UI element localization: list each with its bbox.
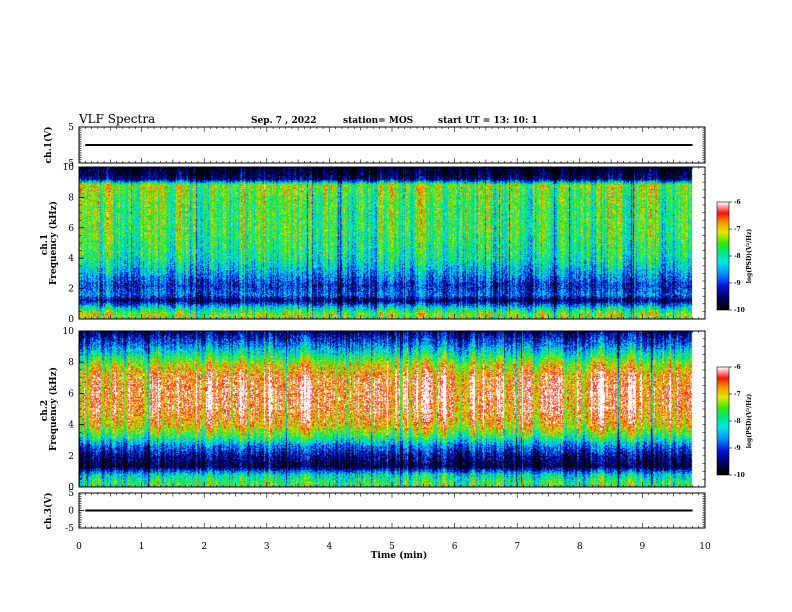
ch1-ylabel-frequency: Frequency (kHz) xyxy=(48,201,59,285)
time-axis-label: Time (min) xyxy=(371,550,428,561)
ch2-cbtick-label: -8 xyxy=(734,418,741,425)
time-tick-label: 9 xyxy=(640,542,646,552)
ch1-spectrogram-image xyxy=(79,167,705,319)
ch1-colorbar xyxy=(717,202,729,310)
ch3-voltage-panel: 5 0 -5 ch.3(V) xyxy=(43,489,706,534)
ch2-cbtick-label: -6 xyxy=(734,364,741,371)
time-axis-ticks: 0 1 2 3 4 5 6 7 8 9 10 xyxy=(76,127,711,552)
time-tick-label: 6 xyxy=(452,542,458,552)
date-label: Sep. 7 , 2022 xyxy=(251,116,317,126)
time-tick-label: 0 xyxy=(76,542,82,552)
ch1-yticks: 5 -5 xyxy=(65,123,705,169)
ch2-colorbar-ticks: -6 -7 -8 -9 -10 xyxy=(729,364,745,479)
ch3-yticks: 5 0 -5 xyxy=(65,489,705,534)
time-tick-label: 2 xyxy=(201,542,207,552)
ch1-ytick-label: -5 xyxy=(65,159,74,169)
ch1-frequency-ticks: 0 2 4 6 8 10 xyxy=(63,163,705,325)
ch1-spec-ytick-label: 2 xyxy=(68,285,74,295)
ch1-frequency-ylabel: ch.1 Frequency (kHz) xyxy=(40,201,59,285)
ch2-ylabel-channel: ch.2 xyxy=(40,400,50,421)
ch1-voltage-panel: 5 -5 ch.1(V) xyxy=(43,123,706,169)
ch1-colorbar-label: log(PSD)(V²/Hz) xyxy=(746,229,753,284)
ch2-spec-ytick-label: 0 xyxy=(68,483,74,493)
ch1-cbtick-label: -6 xyxy=(734,199,741,206)
time-tick-label: 7 xyxy=(514,542,520,552)
ch2-colorbar xyxy=(717,367,729,475)
time-tick-label: 10 xyxy=(699,542,711,552)
ch2-frequency-ticks: 0 2 4 6 8 10 xyxy=(63,327,705,493)
figure-title: VLF Spectra xyxy=(78,112,155,126)
ch2-spectrogram-image xyxy=(79,331,705,487)
ch2-cbtick-label: -9 xyxy=(734,445,741,452)
ch3-voltage-ylabel: ch.3(V) xyxy=(43,493,54,530)
station-label: station= MOS xyxy=(343,116,413,126)
ch2-cbtick-label: -7 xyxy=(734,391,741,398)
ch1-spec-ytick-label: 8 xyxy=(68,193,74,203)
ch3-ytick-label: 5 xyxy=(68,489,74,499)
time-tick-label: 1 xyxy=(139,542,145,552)
time-tick-label: 5 xyxy=(389,542,395,552)
ch1-spec-ytick-label: 0 xyxy=(68,315,74,325)
ch1-spec-ytick-label: 6 xyxy=(68,224,74,234)
ch2-frequency-ylabel: ch.2 Frequency (kHz) xyxy=(40,367,59,451)
ch1-spectrogram-panel: 0 2 4 6 8 10 ch.1 Frequency (kHz) -6 -7 -8 -9 -10… xyxy=(40,163,753,325)
ch1-cbtick-label: -10 xyxy=(734,307,745,314)
time-tick-label: 3 xyxy=(264,542,270,552)
ch3-ytick-label: -5 xyxy=(65,524,74,534)
ch2-spec-ytick-label: 4 xyxy=(68,421,74,431)
ch2-ylabel-frequency: Frequency (kHz) xyxy=(48,367,59,451)
time-tick-label: 8 xyxy=(577,542,583,552)
ch2-spec-ytick-label: 8 xyxy=(68,358,74,368)
ch2-spec-ytick-label: 2 xyxy=(68,452,74,462)
ch1-cbtick-label: -9 xyxy=(734,280,741,287)
ch1-cbtick-label: -8 xyxy=(734,253,741,260)
ch2-spec-ytick-label: 6 xyxy=(68,389,74,399)
ch2-cbtick-label: -10 xyxy=(734,472,745,479)
ch3-ytick-label: 0 xyxy=(68,507,74,517)
ch2-colorbar-label: log(PSD)(V²/Hz) xyxy=(746,394,753,449)
ch1-voltage-ylabel: ch.1(V) xyxy=(43,127,54,164)
ch1-ylabel-channel: ch.1 xyxy=(40,234,50,255)
ch1-colorbar-ticks: -6 -7 -8 -9 -10 xyxy=(729,199,745,314)
ch2-spectrogram-panel: 0 2 4 6 8 10 ch.2 Frequency (kHz) -6 -7 -8 -9 -10… xyxy=(40,327,753,493)
ch1-ytick-label: 5 xyxy=(68,123,74,133)
ch1-spec-ytick-label: 4 xyxy=(68,254,74,264)
start-ut-label: start UT = 13: 10: 1 xyxy=(438,116,538,126)
time-tick-label: 4 xyxy=(327,542,333,552)
ch1-cbtick-label: -7 xyxy=(734,226,741,233)
ch2-spec-ytick-label: 10 xyxy=(63,327,75,337)
ch1-spec-ytick-label: 10 xyxy=(63,163,75,173)
